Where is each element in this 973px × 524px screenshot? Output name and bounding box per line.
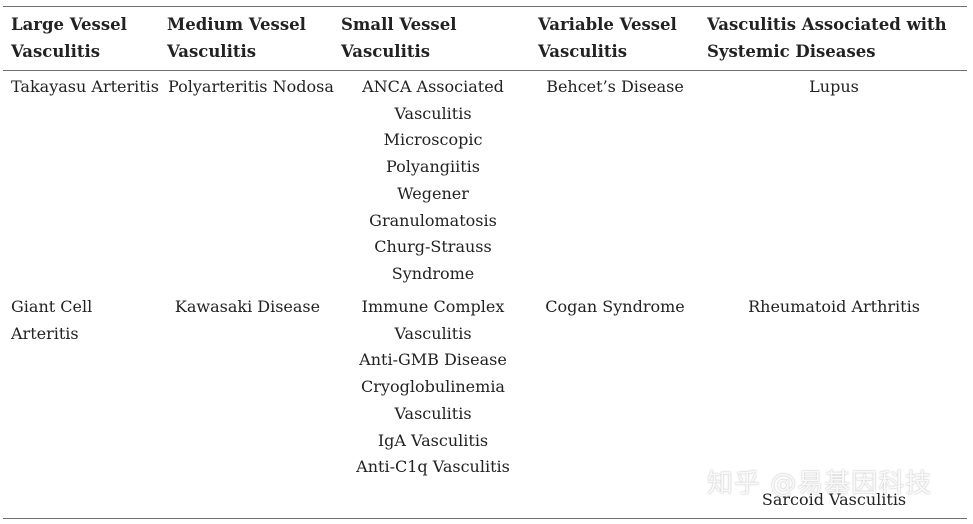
cell-line: Sarcoid Vasculitis bbox=[761, 490, 907, 509]
cell-line: Arteritis bbox=[11, 323, 79, 343]
header-line: Vasculitis Associated with bbox=[707, 15, 947, 34]
cell-line: Anti-C1q Vasculitis bbox=[356, 457, 510, 477]
table-cell: Giant Cell Arteritis bbox=[11, 294, 161, 347]
cell-line: IgA Vasculitis bbox=[377, 430, 489, 450]
table-cell: ANCA Associated Vasculitis Microscopic P… bbox=[343, 74, 523, 288]
table-cell: Cogan Syndrome bbox=[535, 294, 695, 321]
header-line: Vasculitis bbox=[341, 41, 431, 61]
cell-line: ANCA Associated bbox=[362, 77, 504, 96]
table-cell: Rheumatoid Arthritis bbox=[704, 294, 964, 321]
cell-line: Churg-Strauss bbox=[374, 237, 492, 257]
table-cell: Polyarteritis Nodosa bbox=[168, 74, 334, 101]
table-bottom-rule bbox=[3, 518, 967, 519]
table-cell-sarcoid: Sarcoid Vasculitis bbox=[704, 487, 964, 514]
table-cell: Kawasaki Disease bbox=[165, 294, 330, 321]
cell-line: Lupus bbox=[809, 77, 859, 96]
header-small-vessel: Small Vessel Vasculitis bbox=[341, 12, 526, 65]
cell-line: Takayasu Arteritis bbox=[11, 77, 160, 96]
header-line: Vasculitis bbox=[538, 41, 628, 61]
header-line: Large Vessel bbox=[11, 15, 127, 34]
header-medium-vessel: Medium Vessel Vasculitis bbox=[167, 12, 332, 65]
header-line: Vasculitis bbox=[11, 41, 101, 61]
cell-line: Cryoglobulinemia bbox=[361, 377, 505, 397]
header-line: Systemic Diseases bbox=[707, 41, 876, 61]
header-systemic-diseases: Vasculitis Associated with Systemic Dise… bbox=[707, 12, 967, 65]
cell-line: Vasculitis bbox=[394, 403, 472, 423]
cell-line: Granulomatosis bbox=[369, 210, 497, 230]
header-line: Variable Vessel bbox=[538, 15, 677, 34]
header-line: Medium Vessel bbox=[167, 15, 306, 34]
cell-line: Vasculitis bbox=[394, 323, 472, 343]
cell-line: Polyarteritis Nodosa bbox=[168, 77, 334, 96]
table-cell: Immune Complex Vasculitis Anti-GMB Disea… bbox=[343, 294, 523, 481]
cell-line: Polyangiitis bbox=[386, 157, 480, 177]
table-cell: Takayasu Arteritis bbox=[11, 74, 161, 101]
table-cell: Lupus bbox=[704, 74, 964, 101]
cell-line: Microscopic bbox=[383, 130, 483, 150]
cell-line: Kawasaki Disease bbox=[174, 297, 321, 316]
cell-line: Anti-GMB Disease bbox=[359, 350, 507, 370]
cell-line: Immune Complex bbox=[361, 297, 505, 316]
zhihu-watermark: 知乎 @易基因科技 bbox=[707, 469, 933, 499]
cell-line: Vasculitis bbox=[394, 103, 472, 123]
table-cell: Behcet’s Disease bbox=[535, 74, 695, 101]
cell-line: Rheumatoid Arthritis bbox=[748, 297, 920, 316]
cell-line: Wegener bbox=[397, 183, 469, 203]
cell-line: Syndrome bbox=[391, 263, 475, 283]
table-header-rule bbox=[3, 70, 967, 71]
table-top-rule bbox=[3, 6, 967, 7]
cell-line: Behcet’s Disease bbox=[546, 77, 684, 96]
header-large-vessel: Large Vessel Vasculitis bbox=[11, 12, 161, 65]
header-line: Small Vessel bbox=[341, 15, 457, 34]
header-line: Vasculitis bbox=[167, 41, 257, 61]
header-variable-vessel: Variable Vessel Vasculitis bbox=[538, 12, 698, 65]
cell-line: Cogan Syndrome bbox=[545, 297, 685, 316]
cell-line: Giant Cell bbox=[11, 297, 93, 316]
